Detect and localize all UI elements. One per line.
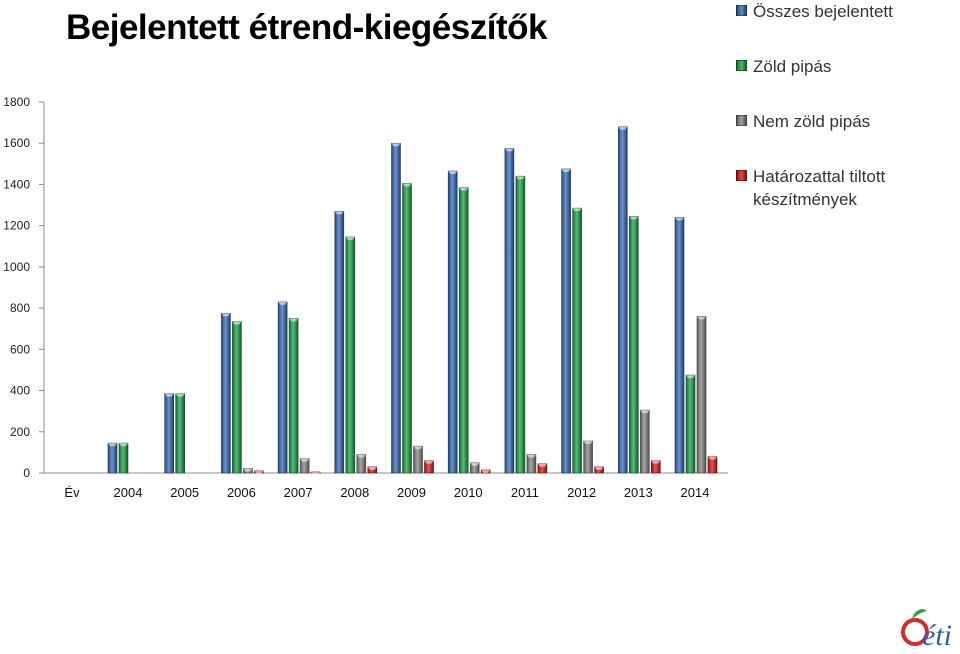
- bar: [254, 470, 264, 474]
- x-tick-label: 2008: [340, 485, 369, 500]
- y-tick-label: 1000: [3, 260, 30, 274]
- legend-swatch: [736, 170, 747, 181]
- bar: [299, 458, 310, 474]
- legend-item: Zöld pipás: [736, 55, 943, 78]
- legend-swatch: [736, 115, 747, 126]
- bar: [639, 409, 650, 474]
- bar: [447, 170, 458, 474]
- y-tick-label: 600: [10, 342, 30, 356]
- x-tick-label: 2012: [567, 485, 596, 500]
- bar: [685, 374, 696, 474]
- bar: [696, 316, 707, 474]
- bar: [367, 466, 378, 474]
- y-tick-label: 0: [23, 466, 30, 480]
- bar: [356, 454, 367, 474]
- x-tick-label: 2014: [681, 485, 710, 500]
- bar: [594, 466, 604, 474]
- bar: [345, 236, 356, 474]
- bar: [424, 460, 434, 474]
- bar: [175, 393, 185, 474]
- bar: [515, 175, 526, 474]
- bar: [391, 142, 401, 474]
- bar: [232, 321, 242, 474]
- y-tick-label: 1800: [3, 95, 30, 109]
- legend-swatch: [736, 60, 747, 71]
- bar: [583, 440, 593, 474]
- bar: [334, 210, 345, 474]
- x-tick-label: 2007: [284, 485, 313, 500]
- bar: [107, 442, 118, 474]
- bar: [617, 126, 628, 474]
- legend-label: Zöld pipás: [753, 57, 832, 76]
- bar: [402, 183, 412, 474]
- legend-item: Összes bejelentett: [736, 0, 943, 23]
- x-tick-label: 2013: [624, 485, 653, 500]
- y-tick-label: 800: [10, 301, 30, 315]
- bar: [674, 217, 685, 474]
- bar: [628, 216, 639, 474]
- x-tick-label: 2009: [397, 485, 426, 500]
- y-tick-label: 1400: [3, 177, 30, 191]
- leaf-icon: [912, 609, 927, 619]
- y-tick-label: 400: [10, 384, 30, 398]
- x-tick-label: 2006: [227, 485, 256, 500]
- eti-logo: éti: [901, 609, 952, 651]
- apple-icon: [901, 618, 929, 646]
- bar: [572, 207, 582, 474]
- bar: [537, 463, 548, 474]
- y-tick-label: 1600: [3, 136, 30, 150]
- bar: [458, 187, 469, 474]
- bar: [243, 468, 253, 474]
- y-tick-label: 200: [10, 425, 30, 439]
- bars: [107, 126, 718, 475]
- x-tick-label: 2010: [454, 485, 483, 500]
- x-tick-label: 2004: [114, 485, 143, 500]
- bar: [707, 456, 718, 474]
- chart-title: Bejelentett étrend-kiegészítők: [66, 8, 547, 47]
- legend-label: Nem zöld pipás: [753, 112, 871, 131]
- bar: [310, 471, 321, 475]
- bar: [413, 445, 423, 474]
- bar: [650, 460, 661, 474]
- bar: [118, 442, 129, 474]
- y-tick-label: 1200: [3, 219, 30, 233]
- legend-item: Nem zöld pipás: [736, 110, 943, 133]
- bar: [164, 393, 174, 474]
- x-tick-label: 2005: [170, 485, 199, 500]
- bar: [561, 168, 571, 474]
- logo-text: éti: [922, 619, 952, 651]
- bar: [480, 469, 491, 474]
- x-axis: Év 2004 2005 2006 2007 2008 2009 2010 2011 2012 20…: [44, 472, 728, 500]
- bar: [526, 454, 537, 474]
- bar: [277, 301, 288, 474]
- bar: [221, 312, 231, 474]
- x-tick-label: 2011: [511, 485, 539, 500]
- legend-item: Határozattal tiltott készítmények: [736, 165, 943, 211]
- x-axis-label: Év: [64, 485, 80, 500]
- y-axis: 0 200 400 600 800 1000 1200 1400 1600 1800: [3, 95, 45, 480]
- legend-swatch: [736, 5, 747, 16]
- bar: [288, 318, 299, 474]
- bar: [504, 148, 515, 474]
- legend-label: Határozattal tiltott készítmények: [753, 167, 886, 209]
- bar: [469, 462, 480, 474]
- legend-label: Összes bejelentett: [753, 2, 893, 21]
